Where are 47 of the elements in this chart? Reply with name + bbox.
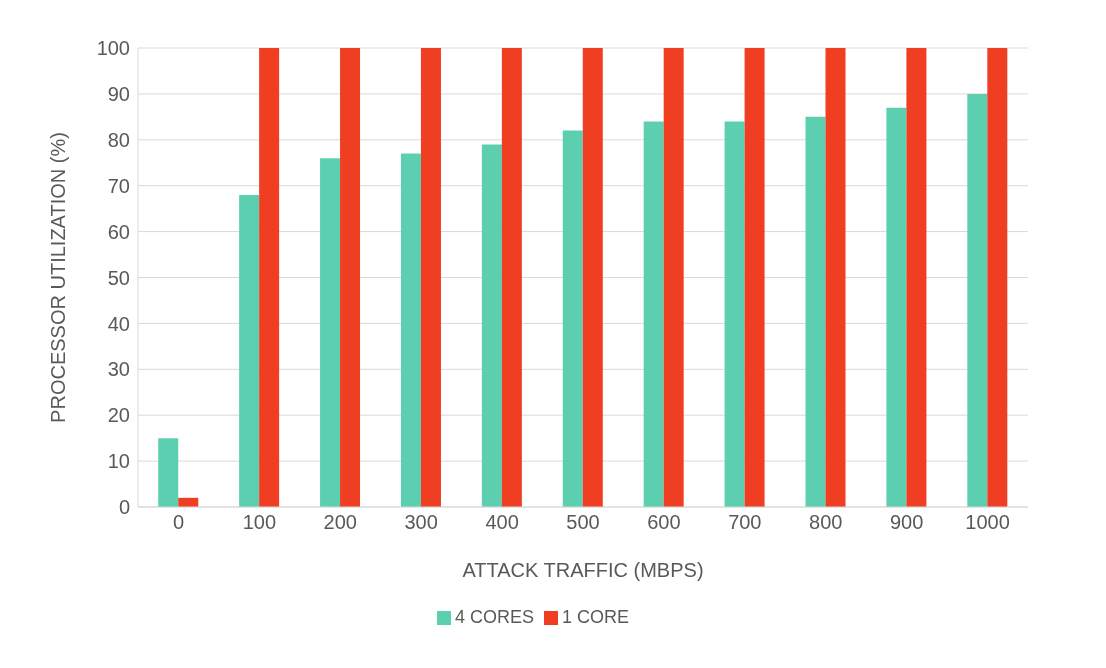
x-tick-label: 900 (889, 511, 924, 534)
bar (562, 130, 583, 507)
y-axis-title: PROCESSOR UTILIZATION (%) (47, 132, 70, 423)
x-tick-label: 800 (809, 511, 843, 534)
y-tick-label: 40 (107, 312, 130, 335)
bar (420, 48, 441, 507)
y-tick-label: 80 (107, 128, 130, 151)
bar (320, 158, 341, 507)
bar (724, 121, 745, 507)
bar (259, 48, 280, 507)
y-tick-label: 100 (96, 37, 130, 60)
y-tick-label: 20 (107, 404, 130, 427)
legend-label: 4 CORES (454, 607, 534, 627)
y-tick-label: 10 (107, 450, 130, 473)
x-tick-label: 0 (172, 511, 185, 534)
bar (805, 116, 826, 507)
x-tick-label: 500 (566, 511, 600, 534)
x-tick-label: 700 (728, 511, 762, 534)
x-tick-label: 200 (323, 511, 357, 534)
bar (158, 438, 179, 507)
bar (481, 144, 502, 507)
bar (643, 121, 664, 507)
y-tick-label: 0 (118, 496, 130, 519)
bar (663, 48, 684, 507)
bar (744, 48, 765, 507)
bar (886, 107, 907, 507)
x-axis-title: ATTACK TRAFFIC (MBPS) (462, 559, 704, 581)
bar (582, 48, 603, 507)
bar (501, 48, 522, 507)
x-tick-label: 1000 (965, 511, 1010, 534)
y-tick-label: 50 (107, 266, 130, 289)
y-tick-label: 60 (107, 220, 130, 243)
bar (987, 48, 1008, 507)
y-tick-label: 70 (107, 174, 130, 197)
x-tick-label: 300 (404, 511, 438, 534)
y-tick-label: 30 (107, 358, 130, 381)
bar (239, 194, 260, 507)
x-tick-label: 100 (242, 511, 277, 534)
bar (967, 93, 988, 507)
legend-label: 1 CORE (562, 607, 630, 627)
x-tick-label: 400 (485, 511, 519, 534)
y-tick-label: 90 (107, 83, 130, 105)
bar (906, 48, 927, 507)
bar (825, 48, 846, 507)
x-tick-label: 600 (647, 511, 681, 534)
bar (340, 48, 361, 507)
bar (400, 153, 421, 507)
